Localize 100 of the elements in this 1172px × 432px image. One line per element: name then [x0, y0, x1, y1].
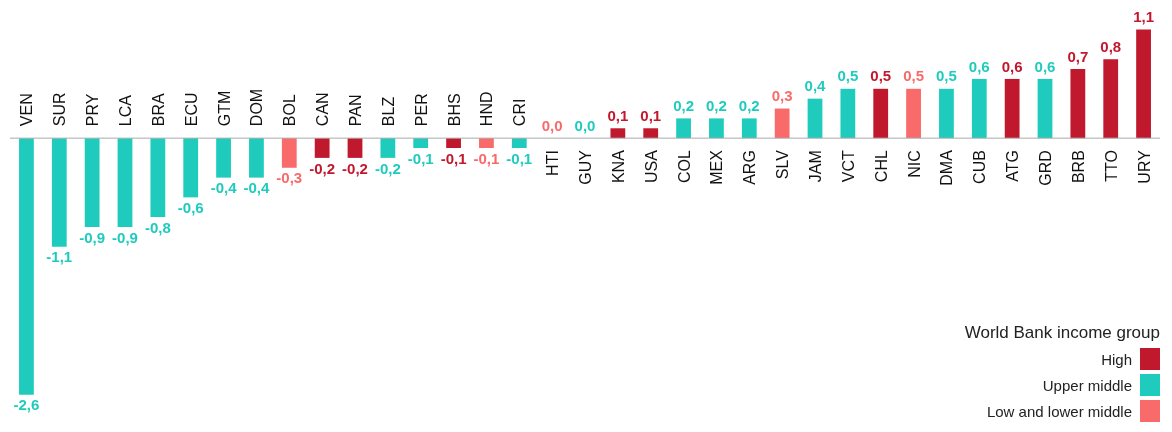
x-tick-label: VCT: [839, 149, 857, 183]
x-tick-label: HND: [478, 91, 496, 127]
data-label: 0,2: [706, 97, 727, 115]
bar: [183, 138, 199, 198]
x-tick-label: USA: [642, 149, 660, 184]
data-label: 0,6: [1034, 57, 1056, 75]
bar: [150, 138, 166, 218]
data-label: 0,6: [968, 57, 990, 75]
bar: [1004, 78, 1020, 139]
bar: [347, 138, 363, 158]
x-tick-label: JAM: [807, 150, 824, 183]
data-label: -0,6: [177, 199, 204, 217]
data-label: 1,1: [1133, 8, 1154, 26]
x-tick-label: TTO: [1102, 150, 1120, 182]
data-label: -0,1: [407, 149, 434, 167]
data-label: -0,1: [473, 149, 500, 167]
x-tick-label: BLZ: [379, 96, 397, 127]
x-tick-label: CUB: [971, 150, 989, 184]
data-label: -0,1: [440, 149, 467, 167]
legend-label: Upper middle: [1042, 376, 1132, 394]
bar: [380, 138, 396, 158]
bar: [413, 138, 429, 149]
data-label: 0,3: [771, 87, 793, 105]
bar: [1103, 59, 1119, 139]
bar: [971, 78, 987, 139]
bar: [610, 128, 626, 139]
bar: [314, 138, 330, 158]
data-label: 0,0: [574, 116, 596, 134]
data-label: -0,2: [374, 159, 401, 177]
bar: [873, 88, 889, 139]
data-label: 0,8: [1100, 37, 1122, 55]
x-tick-label: LCA: [117, 94, 134, 127]
x-tick-label: GUY: [577, 149, 594, 185]
data-label: -0,1: [506, 149, 533, 167]
x-tick-label: CAN: [314, 92, 332, 127]
x-tick-label: ATG: [1004, 150, 1022, 182]
x-tick-label: HTI: [544, 150, 562, 176]
x-tick-label: GRD: [1037, 150, 1054, 186]
bar: [1037, 78, 1053, 139]
x-tick-label: COL: [675, 150, 693, 184]
bar: [479, 138, 494, 149]
data-label: -0,4: [210, 179, 238, 197]
legend-title: World Bank income group: [964, 323, 1160, 343]
x-tick-label: ARG: [741, 150, 759, 185]
data-label: 0,5: [870, 67, 892, 85]
bar: [51, 138, 67, 247]
data-label: 0,0: [541, 116, 563, 134]
x-tick-label: DOM: [248, 88, 266, 127]
bar: [117, 138, 133, 227]
bar: [19, 138, 34, 395]
bar: [906, 88, 921, 139]
legend-label: Low and lower middle: [986, 402, 1132, 420]
data-label: -0,3: [276, 169, 303, 187]
data-label: 0,4: [804, 77, 827, 95]
data-label: 0,7: [1067, 47, 1089, 65]
x-tick-label: CHL: [872, 150, 890, 183]
data-label: 0,5: [936, 67, 957, 85]
bar: [709, 118, 724, 139]
x-tick-label: BHS: [445, 93, 463, 127]
bar: [643, 128, 659, 139]
bar: [676, 118, 691, 139]
bar: [511, 138, 527, 149]
data-label: 0,2: [673, 97, 694, 115]
bar: [1070, 69, 1086, 139]
x-tick-label: BOL: [281, 94, 299, 127]
data-label: 0,5: [837, 67, 859, 85]
x-tick-label: BRB: [1069, 150, 1087, 184]
x-tick-label: URY: [1135, 149, 1153, 184]
bar: [249, 138, 264, 178]
bar: [741, 118, 757, 139]
x-tick-label: VEN: [18, 93, 36, 127]
x-tick-label: DMA: [938, 149, 956, 186]
bar: [446, 138, 461, 149]
data-label: 0,1: [607, 106, 629, 124]
data-label: -0,9: [112, 228, 138, 246]
x-tick-label: PER: [412, 93, 430, 127]
x-tick-label: BRA: [149, 92, 167, 127]
x-tick-label: NIC: [905, 150, 923, 178]
legend-label: High: [1101, 350, 1132, 368]
data-label: -0,2: [309, 159, 336, 177]
bar: [807, 98, 823, 139]
x-tick-label: MEX: [708, 149, 726, 185]
data-label: -0,4: [243, 179, 270, 197]
x-tick-label: SLV: [774, 149, 792, 180]
bar: [840, 88, 856, 139]
bar: [939, 88, 954, 139]
x-tick-label: SUR: [51, 92, 69, 127]
data-label: 0,6: [1001, 57, 1023, 75]
data-label: -2,6: [13, 396, 40, 414]
bar: [216, 138, 231, 178]
x-tick-label: ECU: [182, 92, 200, 127]
x-tick-label: CRI: [511, 98, 529, 127]
data-label: 0,2: [738, 97, 760, 115]
x-tick-label: PAN: [347, 94, 364, 127]
data-label: 0,1: [640, 106, 662, 124]
x-tick-label: KNA: [609, 149, 627, 184]
x-tick-label: GTM: [215, 90, 233, 127]
bar: [774, 108, 790, 139]
bar: [1136, 29, 1151, 139]
data-label: -0,9: [79, 228, 106, 246]
